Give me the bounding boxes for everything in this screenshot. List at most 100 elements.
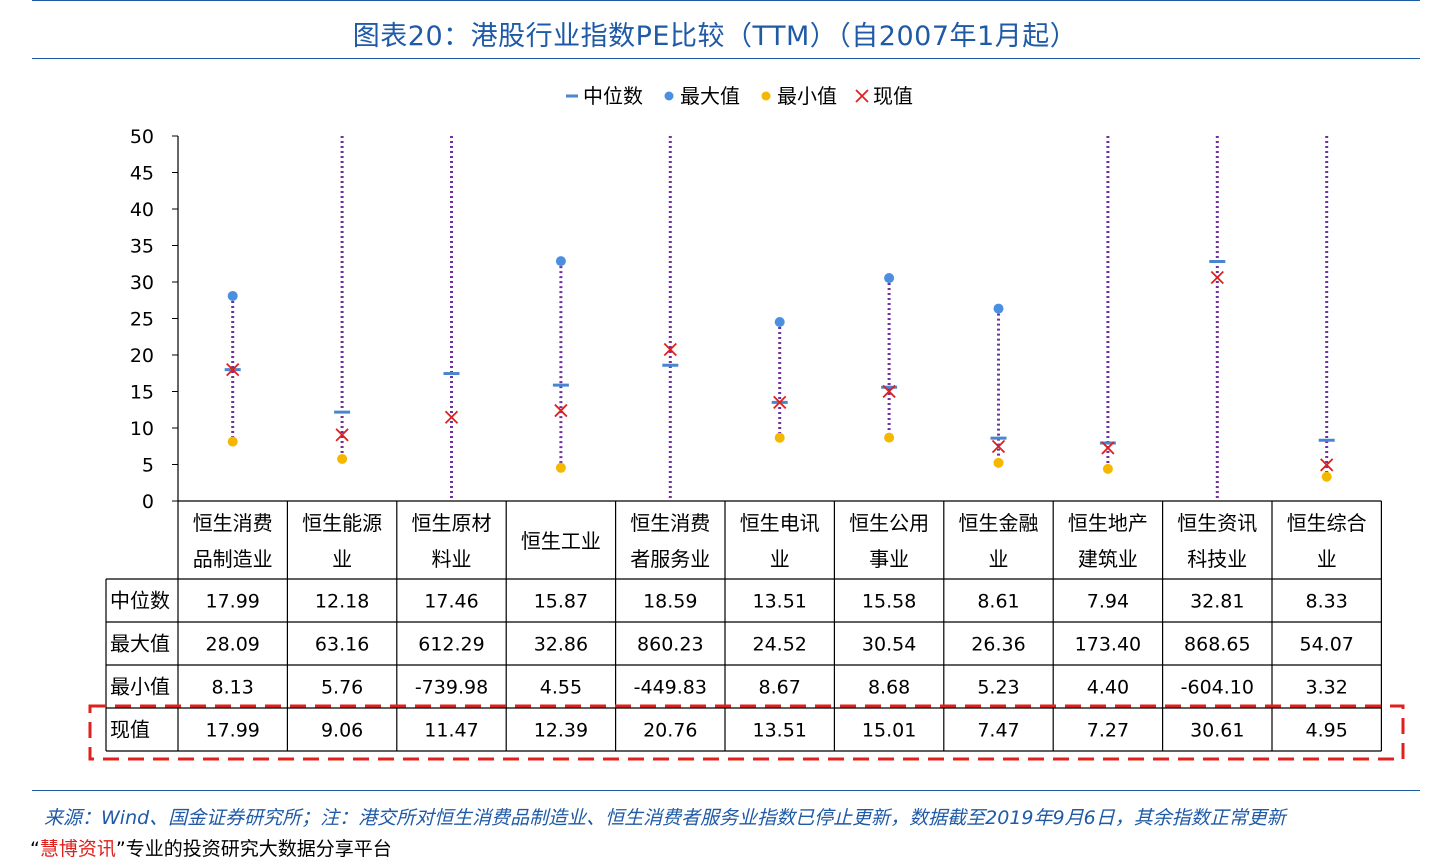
y-tick-label: 25 (130, 309, 154, 331)
category-label: 恒生电讯 (740, 511, 820, 535)
max-point (555, 256, 566, 267)
table-cell: 8.61 (977, 591, 1019, 613)
table-cell: 54.07 (1299, 634, 1353, 656)
legend-最小值-marker (761, 91, 771, 101)
category-label: 事业 (869, 547, 909, 571)
category-label: 恒生综合 (1287, 511, 1367, 535)
y-tick-label: 50 (130, 126, 154, 148)
promo-brand[interactable]: 慧博资讯 (39, 838, 116, 860)
legend-最小值-label: 最小值 (777, 84, 837, 108)
category-label: 科技业 (1187, 547, 1247, 571)
current-row-highlight (88, 704, 1405, 761)
category-label: 建筑业 (1078, 547, 1138, 571)
y-tick-label: 10 (130, 418, 154, 440)
table-cell: 8.33 (1306, 591, 1348, 613)
table-cell: 28.09 (205, 634, 259, 656)
legend-最大值-marker (664, 91, 674, 101)
category-label: 料业 (432, 547, 472, 571)
y-tick-label: 35 (130, 236, 154, 258)
category-label: 恒生公用 (849, 511, 929, 535)
top-rule (32, 0, 1420, 1)
table-cell: 17.99 (205, 720, 259, 742)
category-label: 恒生消费 (193, 511, 273, 535)
max-point (774, 317, 785, 328)
current-point (882, 384, 896, 399)
legend-最大值-label: 最大值 (680, 84, 740, 108)
category-label: 恒生消费 (630, 511, 710, 535)
table-cell: 17.46 (424, 591, 478, 613)
table-cell: 5.23 (977, 677, 1019, 699)
category-label: 恒生能源 (302, 511, 382, 535)
category-label: 品制造业 (193, 547, 273, 571)
y-tick-label: 40 (130, 199, 154, 221)
category-label: 恒生资讯 (1177, 511, 1257, 535)
category-label: 恒生金融 (959, 511, 1039, 535)
category-label: 恒生地产 (1068, 511, 1148, 535)
table-cell: 63.16 (315, 634, 369, 656)
max-point (993, 303, 1004, 314)
table-cell: -449.83 (634, 677, 707, 699)
table-cell: 18.59 (643, 591, 697, 613)
current-point (335, 428, 349, 442)
table-cell: 7.94 (1087, 591, 1129, 613)
table-cell: 4.55 (540, 677, 582, 699)
table-cell: 12.18 (315, 591, 369, 613)
table-cell: 13.51 (752, 720, 806, 742)
table-cell: 5.76 (321, 677, 363, 699)
min-point (884, 432, 895, 443)
table-cell: 26.36 (971, 634, 1025, 656)
table-cell: 30.54 (862, 634, 916, 656)
table-cell: 17.99 (205, 591, 259, 613)
current-point (444, 410, 459, 424)
table-cell: 868.65 (1184, 634, 1250, 656)
row-header-中位数: 中位数 (110, 589, 170, 613)
y-tick-label: 20 (130, 345, 154, 367)
y-tick-label: 30 (130, 272, 154, 294)
table-cell: 8.68 (868, 677, 910, 699)
min-point (774, 432, 785, 443)
y-tick-label: 5 (142, 455, 154, 477)
y-tick-label: 45 (130, 163, 154, 185)
category-label: 恒生原材 (412, 511, 492, 535)
current-point (1210, 270, 1224, 285)
min-point (1321, 471, 1332, 482)
min-point (337, 453, 348, 464)
row-header-现值: 现值 (110, 718, 150, 742)
legend-现值-marker (855, 89, 869, 103)
row-header-最小值: 最小值 (110, 675, 170, 699)
current-point (991, 439, 1006, 454)
table-cell: 30.61 (1190, 720, 1244, 742)
table-cell: -604.10 (1181, 677, 1254, 699)
min-point (555, 462, 566, 473)
max-point (884, 273, 895, 284)
table-cell: 12.39 (534, 720, 588, 742)
table-cell: 3.32 (1306, 677, 1348, 699)
promo-open-quote: “ (30, 838, 40, 860)
current-point (1320, 458, 1334, 472)
legend-中位数-label: 中位数 (583, 84, 643, 108)
table-cell: 9.06 (321, 720, 363, 742)
row-header-最大值: 最大值 (110, 632, 170, 656)
category-label: 业 (1317, 547, 1337, 571)
table-cell: 173.40 (1075, 634, 1141, 656)
table-cell: 4.40 (1087, 677, 1129, 699)
y-tick-label: 0 (142, 491, 154, 513)
title-underline (32, 58, 1420, 59)
table-cell: 7.47 (977, 720, 1019, 742)
current-point (663, 342, 677, 357)
current-point (773, 395, 787, 410)
chart-title: 图表20：港股行业指数PE比较（TTM）（自2007年1月起） (352, 21, 1078, 52)
category-label: 业 (989, 547, 1009, 571)
legend-现值-label: 现值 (873, 84, 913, 108)
max-point (227, 290, 238, 301)
table-cell: 15.87 (534, 591, 588, 613)
table-cell: 15.01 (862, 720, 916, 742)
table-cell: 15.58 (862, 591, 916, 613)
current-point (1101, 441, 1115, 455)
source-note: 来源：Wind、国金证券研究所；注：港交所对恒生消费品制造业、恒生消费者服务业指… (44, 807, 1286, 829)
min-point (1102, 463, 1113, 474)
category-label: 恒生工业 (521, 529, 601, 553)
table-cell: 20.76 (643, 720, 697, 742)
table-cell: 4.95 (1306, 720, 1348, 742)
table-cell: 860.23 (637, 634, 703, 656)
